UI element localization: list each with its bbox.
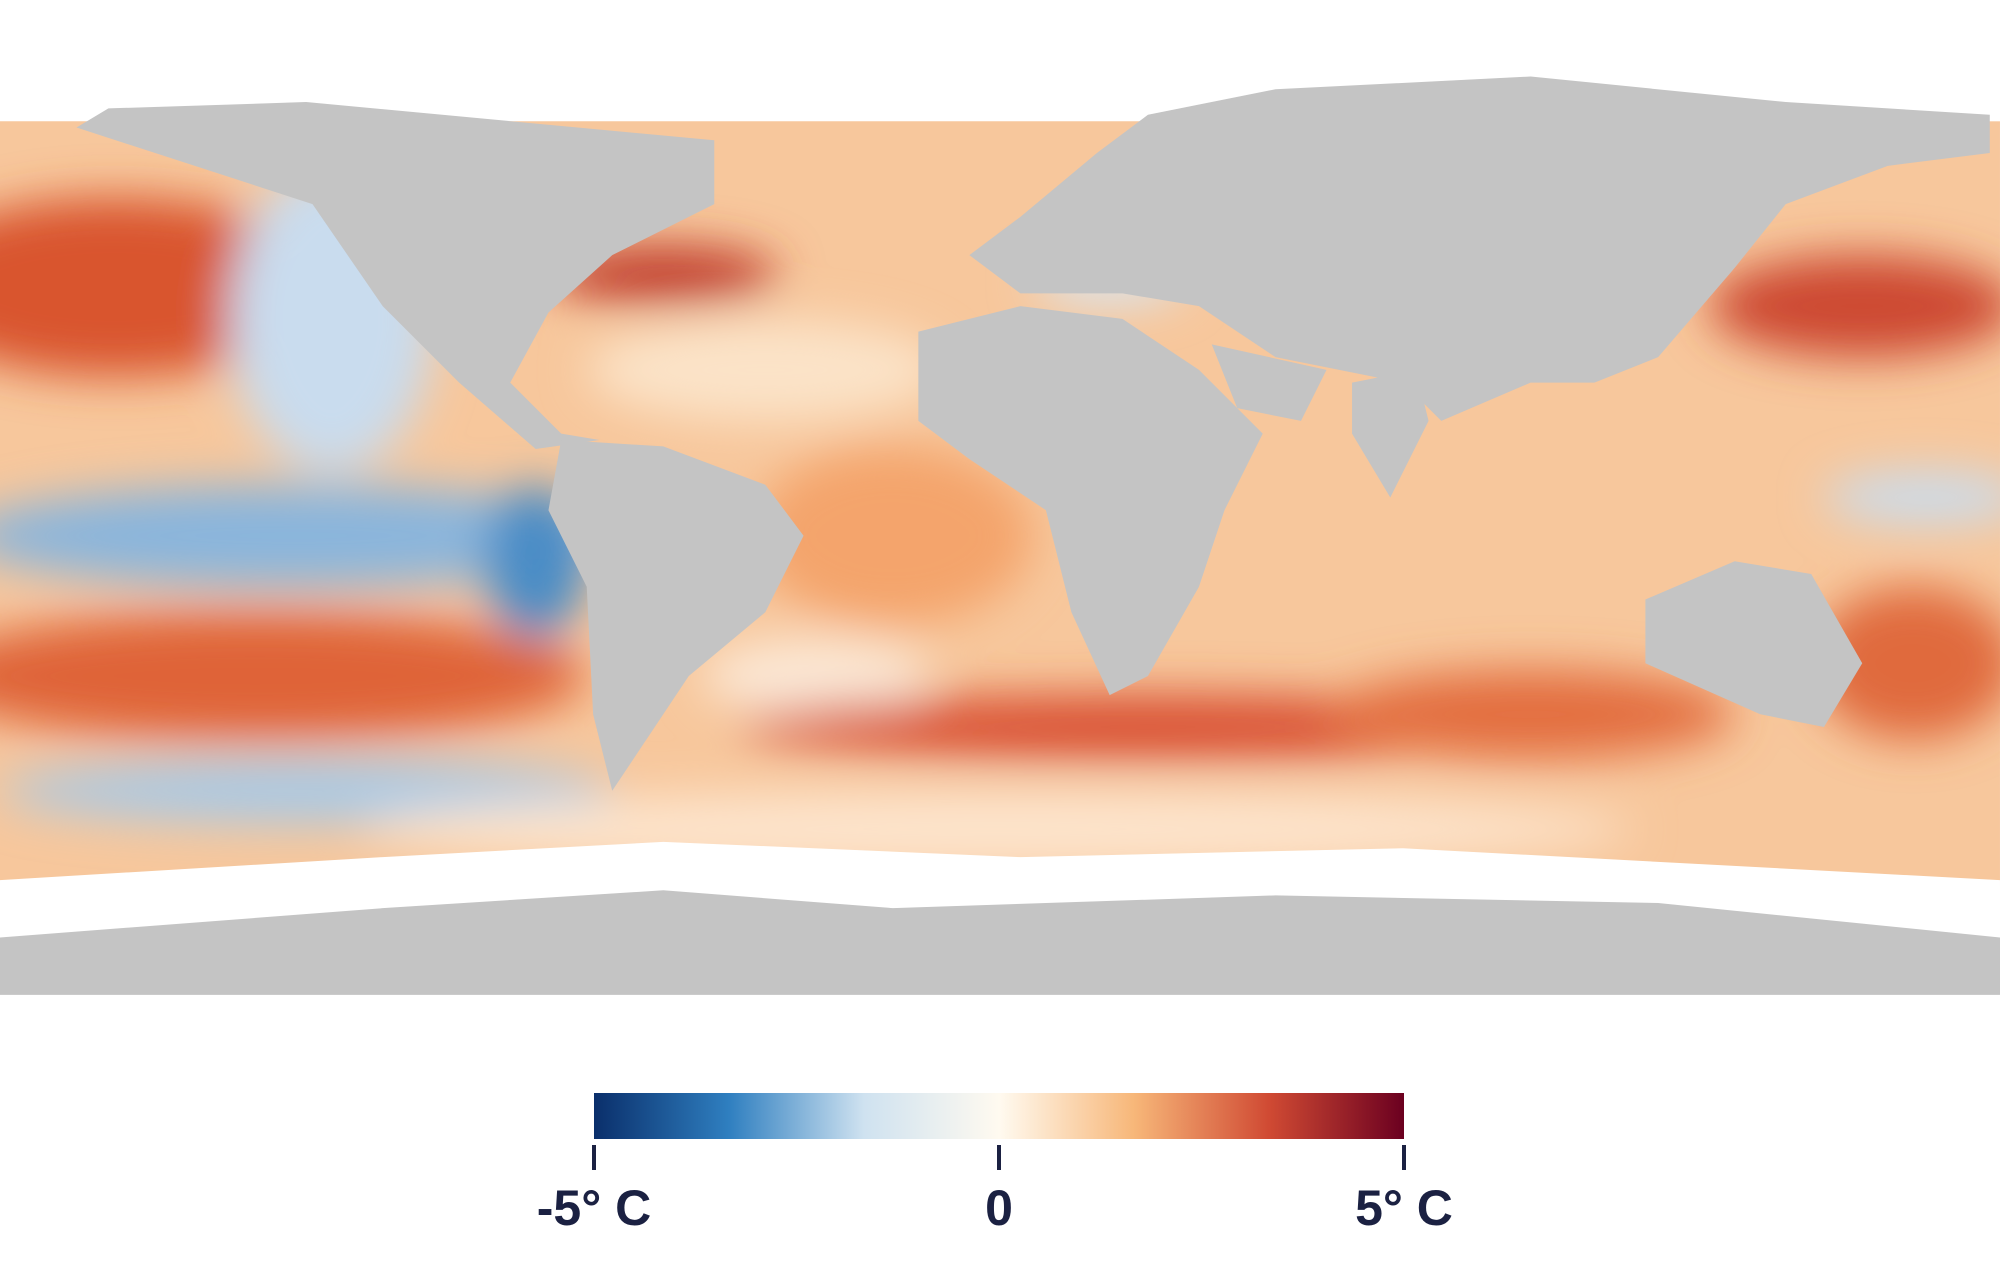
antarctic-no-data (0, 841, 2000, 919)
colorbar-tick-label: -5° C (537, 1180, 651, 1236)
colorbar-tick-label: 0 (985, 1180, 1013, 1236)
colorbar (594, 1093, 1404, 1139)
colorbar-tick-label: 5° C (1355, 1180, 1453, 1236)
map (0, 0, 2000, 995)
arctic-no-data (0, 0, 2000, 122)
land (0, 76, 2000, 995)
